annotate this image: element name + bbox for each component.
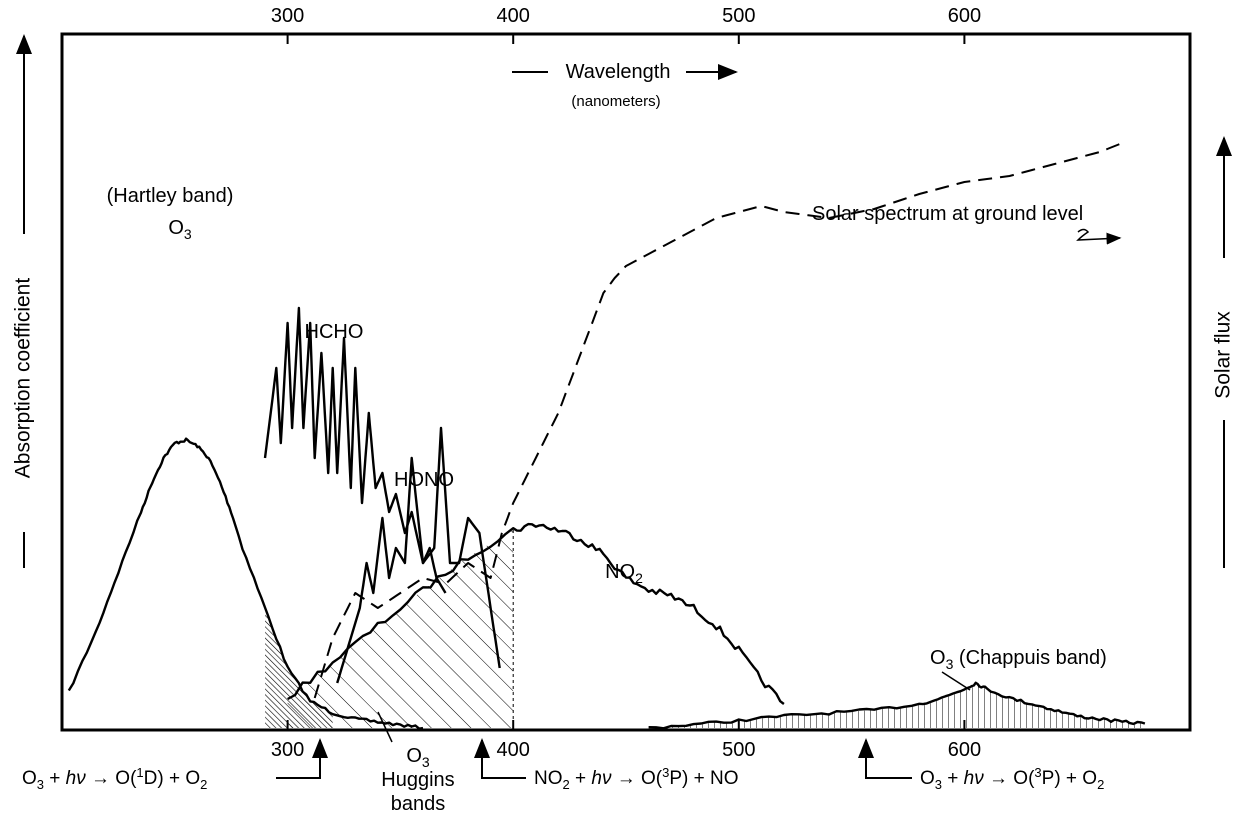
chappuis-leader [941, 671, 971, 691]
x-tick-label-top-600: 600 [948, 5, 981, 27]
y-axis-left-label: Absorption coefficient [12, 278, 35, 479]
huggins-bands-label: bands [391, 793, 446, 815]
no2-label: NO2 [605, 561, 643, 586]
arrow-o1d [276, 738, 328, 779]
huggins-word-label: Huggins [381, 769, 454, 791]
x-tick-label-top-300: 300 [271, 5, 304, 27]
reaction-no2-label: NO2 + hν → O(3P) + NO [534, 765, 739, 792]
chappuis-hatch [648, 683, 1145, 728]
plot-frame [60, 32, 1192, 732]
x-tick-label-top-500: 500 [722, 5, 755, 27]
huggins-leader [377, 711, 393, 743]
x-tick-label-bottom-300: 300 [271, 739, 304, 761]
o3-o1d-hatch [265, 608, 333, 728]
hatched-regions [265, 530, 1145, 728]
chappuis-label: O3 (Chappuis band) [930, 647, 1107, 672]
solar-spectrum-label: Solar spectrum at ground level [812, 203, 1083, 225]
hono-label: HONO [394, 469, 454, 491]
series-line-o3-chappuis-band [648, 681, 1146, 730]
x-axis-label: Wavelength [566, 61, 671, 83]
arrow-o3p [858, 738, 912, 779]
x-axis-unit: (nanometers) [571, 93, 660, 110]
solar-spectrum-squiggle-icon [1076, 228, 1122, 245]
series-line-no2 [287, 522, 785, 705]
x-tick-label-bottom-500: 500 [722, 739, 755, 761]
series-line-hcho [263, 306, 447, 594]
series-curves [67, 142, 1146, 730]
huggins-o3-label: O3 [406, 745, 430, 770]
axis-ticks: 300 300 400 400 500 500 600 600 [271, 5, 981, 761]
hartley-o3-label: O3 [168, 217, 192, 242]
no2-photolysis-hatch [287, 530, 514, 728]
reaction-o3p-label: O3 + hν → O(3P) + O2 [920, 765, 1104, 792]
series-line-solar-spectrum-at-ground-level [313, 142, 1123, 699]
arrow-no2-photolysis [474, 738, 526, 779]
reaction-o1d-label: O3 + hν → O(1D) + O2 [22, 765, 207, 792]
series-line-o3 [67, 437, 424, 730]
hartley-band-label: (Hartley band) [107, 185, 234, 207]
series-line-hono [336, 426, 501, 684]
x-tick-label-top-400: 400 [497, 5, 530, 27]
hcho-label: HCHO [305, 321, 364, 343]
x-tick-label-bottom-600: 600 [948, 739, 981, 761]
x-tick-label-bottom-400: 400 [497, 739, 530, 761]
y-axis-right-label: Solar flux [1212, 311, 1235, 399]
